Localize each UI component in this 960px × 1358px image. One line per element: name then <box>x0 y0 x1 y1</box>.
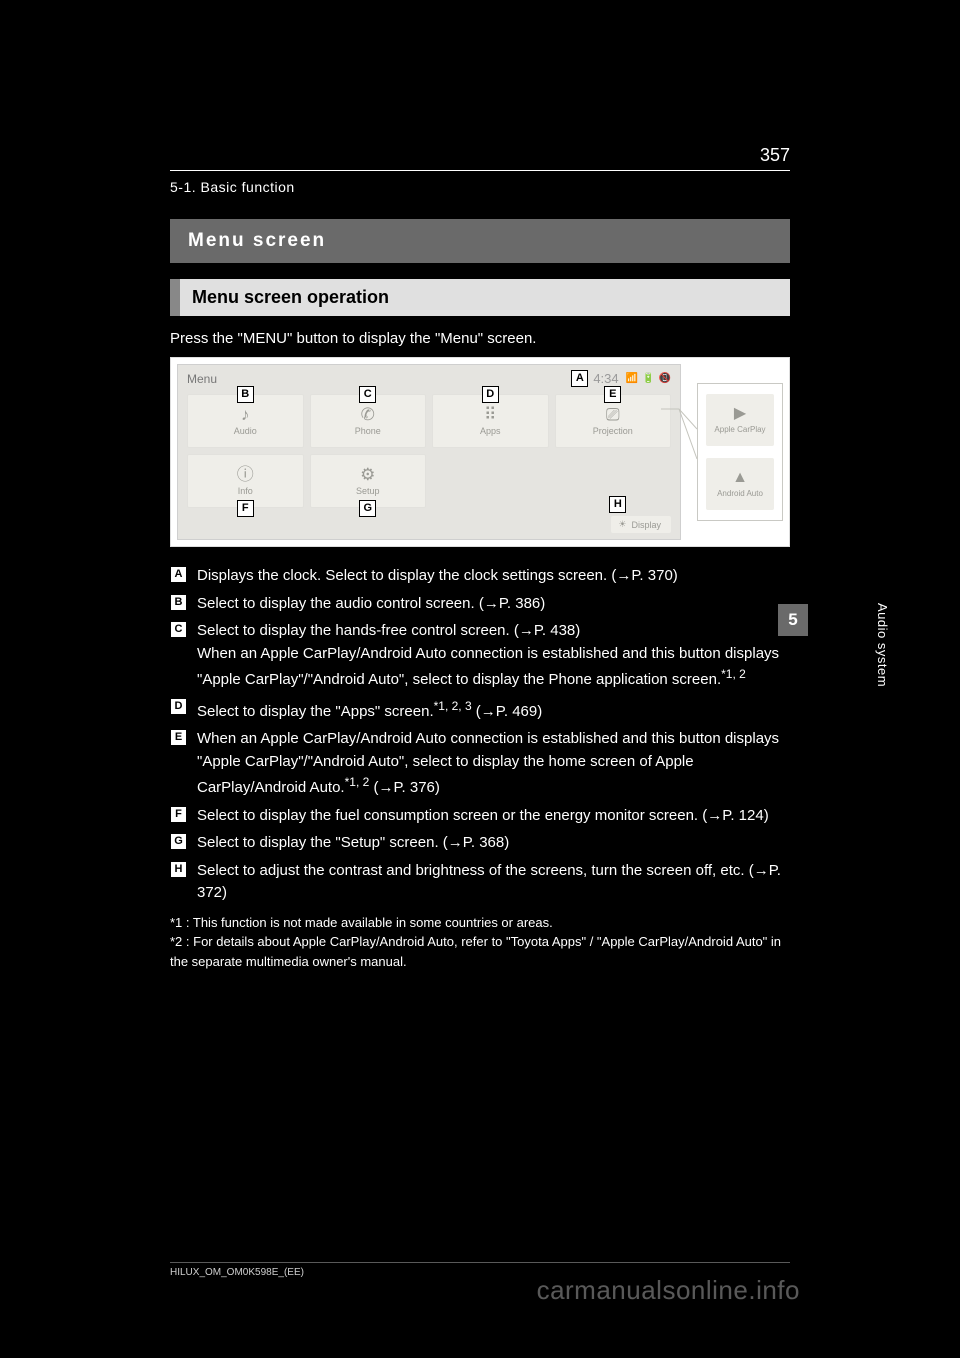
callout-connector <box>661 364 697 524</box>
legend-row-c: C Select to display the hands-free contro… <box>170 620 790 692</box>
signal-icon: 📶 <box>626 373 638 384</box>
footnote: *1 : This function is not made available… <box>170 913 790 933</box>
chapter-tab: 5 <box>778 604 808 636</box>
legend-marker-e: E <box>170 729 187 746</box>
apps-icon: ⠿ <box>484 406 496 423</box>
legend-marker-a: A <box>170 566 187 583</box>
watermark: carmanualsonline.info <box>537 1275 800 1306</box>
footnotes: *1 : This function is not made available… <box>170 913 790 972</box>
legend-text-h: Select to adjust the contrast and bright… <box>197 860 790 905</box>
phone-icon: ✆ <box>361 406 375 423</box>
header-rule <box>170 170 790 171</box>
legend-marker-g: G <box>170 833 187 850</box>
menu-panel: Menu A 4:34 📶 🔋 📵 <box>177 364 681 540</box>
legend-row-f: F Select to display the fuel consumption … <box>170 805 790 828</box>
tile-empty-1 <box>432 454 549 508</box>
callout-androidauto[interactable]: ▲ Android Auto <box>706 458 774 510</box>
legend-row-a: A Displays the clock. Select to display t… <box>170 565 790 588</box>
tile-projection[interactable]: E ⎚ Projection <box>555 394 672 448</box>
legend-list: A Displays the clock. Select to display t… <box>170 565 790 905</box>
audio-icon: ♪ <box>241 406 250 423</box>
legend-text-e: When an Apple CarPlay/Android Auto conne… <box>197 728 790 800</box>
breadcrumb: 5-1. Basic function <box>170 179 790 195</box>
battery-icon: 🔋 <box>642 373 654 384</box>
section-title: Menu screen <box>170 219 790 263</box>
legend-text-f: Select to display the fuel consumption s… <box>197 805 769 828</box>
marker-a: A <box>571 370 588 387</box>
legend-text-b: Select to display the audio control scre… <box>197 593 545 616</box>
marker-h: H <box>609 496 626 513</box>
menu-screenshot-frame: Menu A 4:34 📶 🔋 📵 <box>170 357 790 547</box>
setup-icon: ⚙ <box>360 466 375 483</box>
callout-carplay[interactable]: ▶ Apple CarPlay <box>706 394 774 446</box>
tile-audio-label: Audio <box>234 426 257 436</box>
legend-row-d: D Select to display the "Apps" screen.*1,… <box>170 697 790 724</box>
legend-text-a: Displays the clock. Select to display th… <box>197 565 678 588</box>
legend-row-b: B Select to display the audio control scr… <box>170 593 790 616</box>
tile-setup-label: Setup <box>356 486 380 496</box>
chapter-caption: Audio system <box>875 600 890 690</box>
legend-marker-f: F <box>170 806 187 823</box>
legend-text-c: Select to display the hands-free control… <box>197 620 790 692</box>
tile-apps[interactable]: D ⠿ Apps <box>432 394 549 448</box>
legend-marker-b: B <box>170 594 187 611</box>
marker-b: B <box>237 386 254 403</box>
instruction-text: Press the "MENU" button to display the "… <box>170 330 790 347</box>
legend-text-d: Select to display the "Apps" screen.*1, … <box>197 697 542 724</box>
tile-audio[interactable]: B ♪ Audio <box>187 394 304 448</box>
marker-c: C <box>359 386 376 403</box>
legend-text-g: Select to display the "Setup" screen. (→… <box>197 832 509 855</box>
callout-carplay-label: Apple CarPlay <box>714 425 765 434</box>
carplay-icon: ▶ <box>734 406 746 422</box>
section-subtitle: Menu screen operation <box>170 279 790 316</box>
tile-projection-label: Projection <box>593 426 633 436</box>
page-number: 357 <box>170 0 790 170</box>
tile-setup[interactable]: ⚙ Setup G <box>310 454 427 508</box>
marker-g: G <box>359 500 376 517</box>
tile-apps-label: Apps <box>480 426 501 436</box>
display-icon: ☀ <box>618 519 626 530</box>
tile-phone-label: Phone <box>355 426 381 436</box>
legend-marker-h: H <box>170 861 187 878</box>
marker-d: D <box>482 386 499 403</box>
legend-marker-c: C <box>170 621 187 638</box>
marker-f: F <box>237 500 254 517</box>
callout-androidauto-label: Android Auto <box>717 489 763 498</box>
legend-marker-d: D <box>170 698 187 715</box>
tile-info[interactable]: ⓘ Info F <box>187 454 304 508</box>
marker-e: E <box>604 386 621 403</box>
tile-info-label: Info <box>238 486 253 496</box>
info-icon: ⓘ <box>237 466 254 483</box>
tile-phone[interactable]: C ✆ Phone <box>310 394 427 448</box>
menu-clock[interactable]: 4:34 <box>593 371 618 386</box>
projection-icon: ⎚ <box>606 406 620 423</box>
androidauto-icon: ▲ <box>732 470 748 486</box>
legend-row-g: G Select to display the "Setup" screen. (… <box>170 832 790 855</box>
footnote: *2 : For details about Apple CarPlay/And… <box>170 932 790 971</box>
menu-header-label: Menu <box>187 372 217 386</box>
legend-row-e: E When an Apple CarPlay/Android Auto conn… <box>170 728 790 800</box>
callout-box: ▶ Apple CarPlay ▲ Android Auto <box>697 383 783 521</box>
legend-row-h: H Select to adjust the contrast and brigh… <box>170 860 790 905</box>
display-label: Display <box>631 520 661 530</box>
